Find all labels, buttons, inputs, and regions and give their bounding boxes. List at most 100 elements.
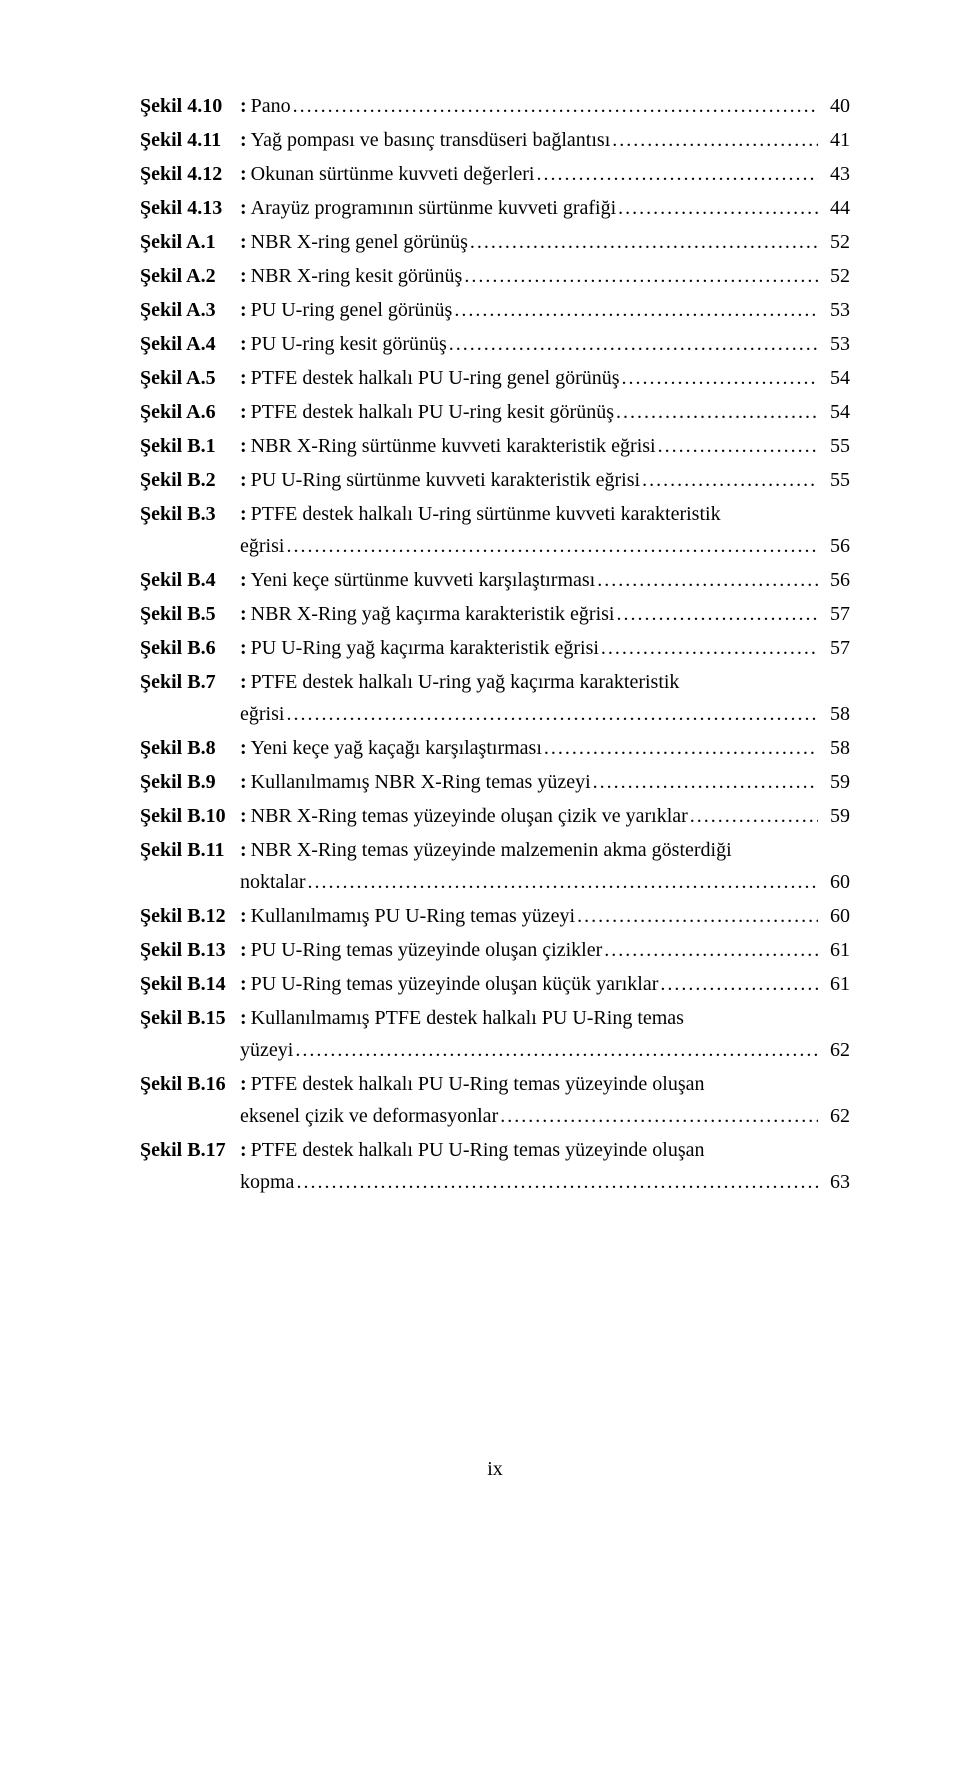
figure-desc: PU U-ring genel görünüş [251,294,455,326]
figure-page: 52 [818,226,850,258]
dot-leader [616,598,818,630]
figure-label: Şekil B.14 [140,968,240,1000]
figure-entry: Şekil A.2:NBR X-ring kesit görünüş52 [140,260,850,292]
figure-entry: Şekil B.6:PU U-Ring yağ kaçırma karakter… [140,632,850,664]
figure-page: 56 [818,530,850,562]
figure-label: Şekil 4.12 [140,158,240,190]
figure-desc: PTFE destek halkalı PU U-ring genel görü… [251,362,622,394]
figure-desc: PTFE destek halkalı PU U-Ring temas yüze… [251,1134,707,1166]
figure-entry: Şekil B.4:Yeni keçe sürtünme kuvveti kar… [140,564,850,596]
figure-entry: Şekil B.14:PU U-Ring temas yüzeyinde olu… [140,968,850,1000]
figure-desc-wrap: :PU U-Ring temas yüzeyinde oluşan çizikl… [240,934,850,966]
figure-entry: Şekil B.16:PTFE destek halkalı PU U-Ring… [140,1068,850,1132]
figure-label: Şekil B.9 [140,766,240,798]
colon: : [240,632,251,664]
figure-desc: Kullanılmamış PU U-Ring temas yüzeyi [251,900,577,932]
figure-page: 62 [818,1034,850,1066]
figure-entry: Şekil B.2:PU U-Ring sürtünme kuvveti kar… [140,464,850,496]
figure-entry: Şekil 4.10:Pano40 [140,90,850,122]
figure-desc: Okunan sürtünme kuvveti değerleri [251,158,537,190]
colon: : [240,834,251,866]
figure-desc-wrap: :Arayüz programının sürtünme kuvveti gra… [240,192,850,224]
figure-page: 56 [818,564,850,596]
figure-page: 40 [818,90,850,122]
figure-label: Şekil B.13 [140,934,240,966]
figure-page: 53 [818,294,850,326]
figure-label: Şekil B.12 [140,900,240,932]
figure-label: Şekil B.11 [140,834,240,866]
dot-leader [577,900,818,932]
figure-entry: Şekil B.3:PTFE destek halkalı U-ring sür… [140,498,850,562]
figure-label: Şekil A.1 [140,226,240,258]
figure-desc: Yeni keçe yağ kaçağı karşılaştırması [251,732,544,764]
colon: : [240,396,251,428]
figure-page: 54 [818,396,850,428]
figure-label: Şekil B.3 [140,498,240,530]
figure-page: 60 [818,900,850,932]
figure-page: 57 [818,598,850,630]
figure-entry: Şekil B.17:PTFE destek halkalı PU U-Ring… [140,1134,850,1198]
figure-label: Şekil B.10 [140,800,240,832]
figure-desc-wrap: :PTFE destek halkalı PU U-Ring temas yüz… [240,1068,850,1132]
figure-desc-wrap: :PU U-Ring sürtünme kuvveti karakteristi… [240,464,850,496]
figure-entry: Şekil 4.11:Yağ pompası ve basınç transdü… [140,124,850,156]
colon: : [240,766,251,798]
dot-leader [470,226,818,258]
figure-entry: Şekil B.7:PTFE destek halkalı U-ring yağ… [140,666,850,730]
figure-entry: Şekil B.15:Kullanılmamış PTFE destek hal… [140,1002,850,1066]
dot-leader [544,732,818,764]
figure-desc-wrap: :PTFE destek halkalı PU U-ring genel gör… [240,362,850,394]
colon: : [240,968,251,1000]
colon: : [240,260,251,292]
figure-desc-wrap: :NBR X-Ring temas yüzeyinde oluşan çizik… [240,800,850,832]
figure-desc: PTFE destek halkalı PU U-ring kesit görü… [251,396,616,428]
figure-entry: Şekil B.8:Yeni keçe yağ kaçağı karşılaşt… [140,732,850,764]
dot-leader [449,328,818,360]
dot-leader [612,124,818,156]
colon: : [240,498,251,530]
figure-desc: NBR X-Ring temas yüzeyinde malzemenin ak… [251,834,734,866]
figure-label: Şekil A.3 [140,294,240,326]
figure-desc: PTFE destek halkalı PU U-Ring temas yüze… [251,1068,707,1100]
figure-entry: Şekil B.5:NBR X-Ring yağ kaçırma karakte… [140,598,850,630]
figure-desc: Pano [251,90,293,122]
figure-desc-wrap: :PTFE destek halkalı PU U-ring kesit gör… [240,396,850,428]
figure-desc: Yeni keçe sürtünme kuvveti karşılaştırma… [251,564,598,596]
figure-entry: Şekil A.3:PU U-ring genel görünüş53 [140,294,850,326]
figure-label: Şekil B.1 [140,430,240,462]
dot-leader [464,260,818,292]
figure-desc: PU U-Ring sürtünme kuvveti karakteristik… [251,464,642,496]
figure-desc-cont: eğrisi [240,530,286,562]
colon: : [240,464,251,496]
figure-desc-wrap: :PTFE destek halkalı U-ring yağ kaçırma … [240,666,850,730]
figure-page: 58 [818,698,850,730]
dot-leader [308,866,818,898]
colon: : [240,1068,251,1100]
figure-desc: NBR X-Ring yağ kaçırma karakteristik eğr… [251,598,617,630]
figure-desc-cont: noktalar [240,866,308,898]
figure-desc: PU U-Ring temas yüzeyinde oluşan küçük y… [251,968,661,1000]
figure-label: Şekil B.16 [140,1068,240,1100]
figure-desc-wrap: :PU U-ring genel görünüş53 [240,294,850,326]
figure-page: 41 [818,124,850,156]
figure-label: Şekil B.6 [140,632,240,664]
dot-leader [690,800,818,832]
figure-desc-wrap: :Kullanılmamış NBR X-Ring temas yüzeyi59 [240,766,850,798]
figure-page: 59 [818,766,850,798]
figure-desc-wrap: :PU U-ring kesit görünüş53 [240,328,850,360]
figure-desc-wrap: :NBR X-Ring yağ kaçırma karakteristik eğ… [240,598,850,630]
figure-label: Şekil A.5 [140,362,240,394]
figure-entry: Şekil 4.13:Arayüz programının sürtünme k… [140,192,850,224]
figure-label: Şekil B.15 [140,1002,240,1034]
dot-leader [622,362,818,394]
figure-desc-cont: yüzeyi [240,1034,295,1066]
figure-page: 44 [818,192,850,224]
figure-page: 53 [818,328,850,360]
figure-entry: Şekil 4.12:Okunan sürtünme kuvveti değer… [140,158,850,190]
figure-page: 57 [818,632,850,664]
figure-entry: Şekil A.5:PTFE destek halkalı PU U-ring … [140,362,850,394]
colon: : [240,900,251,932]
dot-leader [286,530,818,562]
colon: : [240,430,251,462]
colon: : [240,598,251,630]
